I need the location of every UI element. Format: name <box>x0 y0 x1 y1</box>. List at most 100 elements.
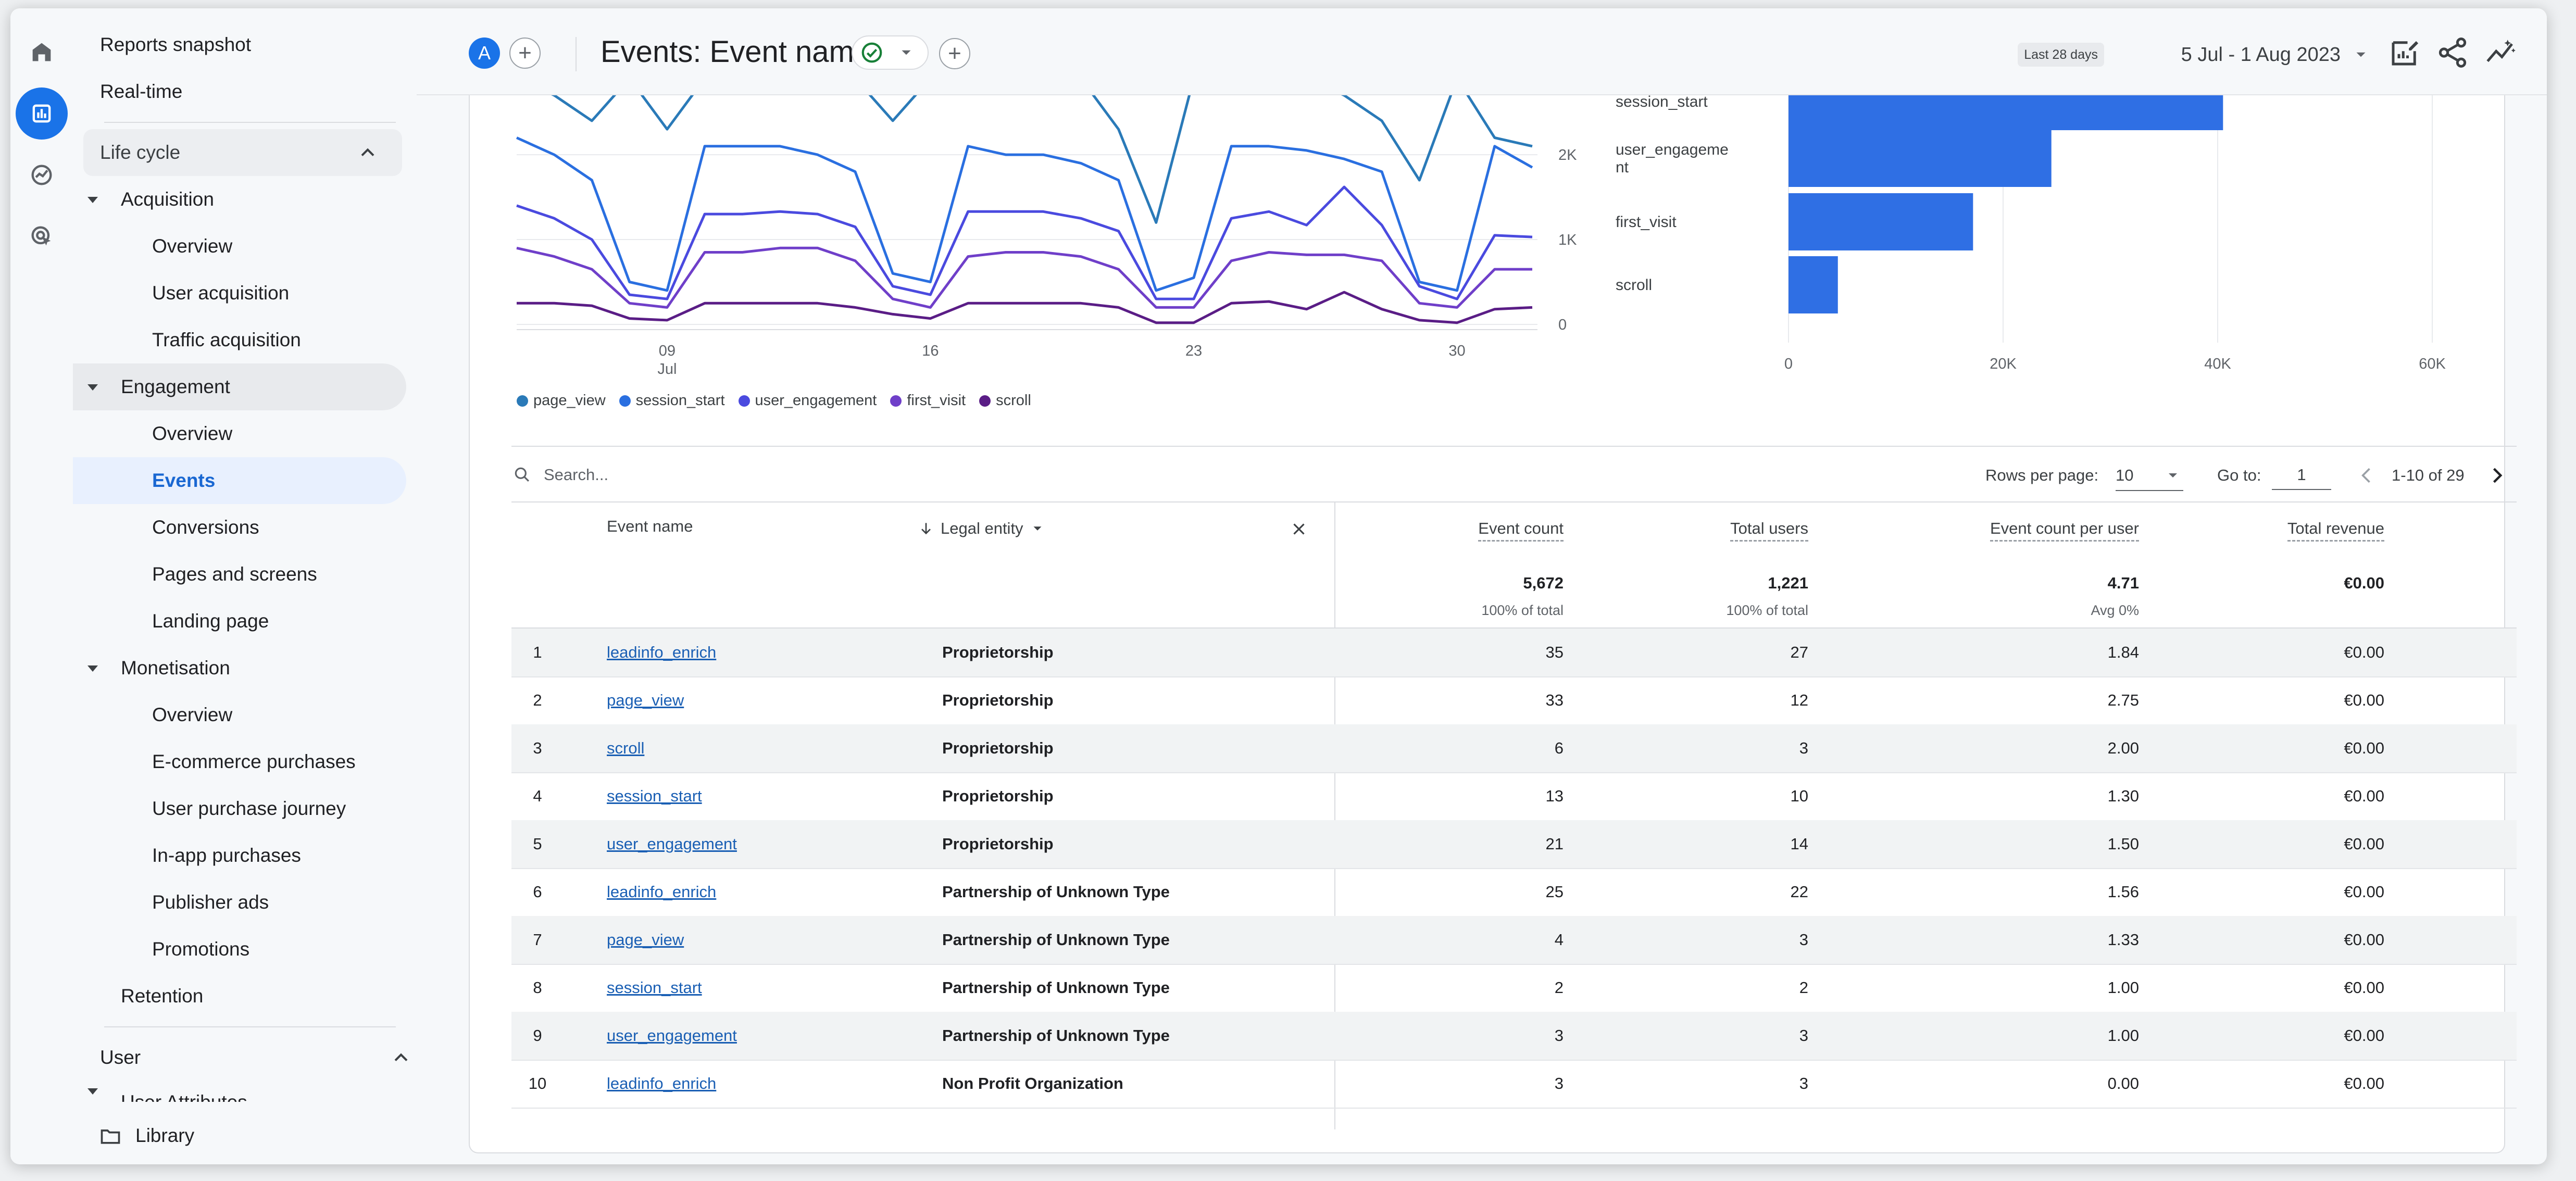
table-row[interactable]: 5 user_engagement Proprietorship 21 14 1.50 €0… <box>511 820 2517 869</box>
event-name-link[interactable]: scroll <box>607 739 645 757</box>
nav-conversions[interactable]: Conversions <box>152 517 259 538</box>
row-index: 1 <box>533 643 542 661</box>
goto-page-input[interactable] <box>2272 461 2331 490</box>
remove-dimension-icon[interactable] <box>1289 519 1309 539</box>
reports-button[interactable] <box>16 87 68 140</box>
nav-publisher-ads[interactable]: Publisher ads <box>152 891 269 913</box>
nav-user-acquisition[interactable]: User acquisition <box>152 282 290 304</box>
nav-pages-and-screens[interactable]: Pages and screens <box>152 563 317 585</box>
nav-engagement[interactable]: Engagement <box>73 363 406 410</box>
nav-user-attributes[interactable]: User Attributes <box>73 1081 417 1102</box>
home-button[interactable] <box>16 26 68 78</box>
nav-user-purchase-journey[interactable]: User purchase journey <box>152 798 346 819</box>
nav-reports-snapshot[interactable]: Reports snapshot <box>100 34 252 55</box>
nav-acquisition-overview[interactable]: Overview <box>152 235 233 257</box>
event-name-link[interactable]: user_engagement <box>607 835 737 853</box>
total-users-cell: 3 <box>1799 1026 1808 1045</box>
caret-down-icon <box>2356 52 2366 57</box>
nav-traffic-acquisition[interactable]: Traffic acquisition <box>152 329 301 350</box>
search-input[interactable] <box>543 460 1170 490</box>
event-name-link[interactable]: session_start <box>607 978 702 997</box>
event-name-link[interactable]: leadinfo_enrich <box>607 643 717 661</box>
total-event-count-per-user: 4.71 <box>2107 574 2139 592</box>
event-name-link[interactable]: page_view <box>607 691 684 709</box>
dimension-metric-divider <box>1334 502 1335 1129</box>
table-row[interactable]: 6 leadinfo_enrich Partnership of Unknown T… <box>511 868 2517 917</box>
chevron-left-icon[interactable] <box>2355 464 2378 487</box>
caret-down-icon <box>87 665 98 672</box>
advertising-button[interactable] <box>16 210 68 262</box>
rows-per-page-select[interactable]: 10 <box>2116 461 2183 491</box>
table-row[interactable]: 4 session_start Proprietorship 13 10 1.30 €0.0… <box>511 772 2517 821</box>
legal-entity-cell: Partnership of Unknown Type <box>942 883 1170 901</box>
header-event-count-per-user[interactable]: Event count per user <box>1990 519 2139 542</box>
customize-report-icon[interactable] <box>2387 35 2422 70</box>
add-filter-button[interactable]: + <box>939 38 970 69</box>
nav-real-time[interactable]: Real-time <box>100 81 183 102</box>
legend-item-first_visit[interactable]: first_visit <box>890 392 966 409</box>
bar-session_start[interactable] <box>1789 95 2223 130</box>
x-tick-month-label: Jul <box>657 361 677 378</box>
explore-button[interactable] <box>16 149 68 201</box>
nav-events[interactable]: Events <box>73 457 406 504</box>
legend-item-page_view[interactable]: page_view <box>517 392 606 409</box>
legend-dot <box>890 395 902 407</box>
nav-retention[interactable]: Retention <box>121 985 204 1007</box>
nav-library[interactable]: Library <box>73 1112 417 1159</box>
nav-section-user[interactable]: User <box>73 1034 417 1081</box>
nav-section-life-cycle[interactable]: Life cycle <box>83 129 402 176</box>
total-revenue-cell: €0.00 <box>2344 787 2384 805</box>
table-row[interactable]: 1 leadinfo_enrich Proprietorship 35 27 1.84 €0… <box>511 629 2517 677</box>
event-count-cell: 3 <box>1554 1026 1564 1045</box>
table-row[interactable]: 8 session_start Partnership of Unknown Typ… <box>511 964 2517 1013</box>
table-row[interactable]: 7 page_view Partnership of Unknown Type 4 3 1… <box>511 916 2517 965</box>
add-comparison-button[interactable]: + <box>509 37 541 69</box>
nav-acquisition[interactable]: Acquisition <box>73 176 417 223</box>
report-status-button[interactable] <box>852 35 929 70</box>
header-legal-entity[interactable]: Legal entity <box>918 519 1045 538</box>
table-toolbar: Rows per page: 10 Go to: 1-10 of 29 <box>511 449 2517 501</box>
legend-item-scroll[interactable]: scroll <box>979 392 1031 409</box>
legend-dot <box>738 395 750 407</box>
nav-landing-page[interactable]: Landing page <box>152 610 269 632</box>
comparison-avatar[interactable]: A <box>469 37 500 69</box>
legend-item-session_start[interactable]: session_start <box>619 392 725 409</box>
bar-first_visit[interactable] <box>1789 193 1973 250</box>
events-by-name-bar-chart: 0 20K 40K 60K session_start user_engageme ntfi… <box>1616 95 2446 372</box>
bar-scroll[interactable] <box>1789 256 1838 313</box>
legend-item-user_engagement[interactable]: user_engagement <box>738 392 877 409</box>
insights-icon[interactable] <box>2483 35 2518 70</box>
event-count-per-user-cell: 1.50 <box>2107 835 2139 853</box>
total-revenue-cell: €0.00 <box>2344 739 2384 757</box>
event-name-link[interactable]: user_engagement <box>607 1026 737 1045</box>
chevron-right-icon[interactable] <box>2485 464 2508 487</box>
nav-monetisation[interactable]: Monetisation <box>73 645 417 692</box>
nav-sidebar: Reports snapshot Real-time Life cycle Ac… <box>73 8 417 1164</box>
event-name-link[interactable]: leadinfo_enrich <box>607 1074 717 1092</box>
date-range-picker[interactable]: 5 Jul - 1 Aug 2023 <box>2181 37 2370 72</box>
share-icon[interactable] <box>2435 35 2470 70</box>
caret-down-icon <box>902 50 911 55</box>
nav-in-app-purchases[interactable]: In-app purchases <box>152 845 301 866</box>
nav-monetisation-overview[interactable]: Overview <box>152 704 233 725</box>
event-name-link[interactable]: page_view <box>607 931 684 949</box>
table-row[interactable]: 9 user_engagement Partnership of Unknown T… <box>511 1012 2517 1061</box>
table-row[interactable]: 3 scroll Proprietorship 6 3 2.00 €0.00 <box>511 724 2517 773</box>
event-count-per-user-cell: 0.00 <box>2107 1074 2139 1092</box>
series-line-first_visit <box>516 246 1532 309</box>
event-name-link[interactable]: session_start <box>607 787 702 805</box>
total-revenue-cell: €0.00 <box>2344 883 2384 901</box>
table-row[interactable]: 2 page_view Proprietorship 33 12 2.75 €0.00 <box>511 676 2517 725</box>
header-event-name[interactable]: Event name <box>607 517 693 535</box>
event-name-link[interactable]: leadinfo_enrich <box>607 883 717 901</box>
nav-engagement-overview[interactable]: Overview <box>152 423 233 444</box>
nav-promotions[interactable]: Promotions <box>152 938 250 960</box>
nav-ecommerce-purchases[interactable]: E-commerce purchases <box>152 751 356 772</box>
header-total-revenue[interactable]: Total revenue <box>2287 519 2384 542</box>
header-event-count[interactable]: Event count <box>1478 519 1564 542</box>
bar-user_engagement[interactable] <box>1789 130 2052 187</box>
header-total-users[interactable]: Total users <box>1730 519 1808 542</box>
goto-label: Go to: <box>2217 466 2261 484</box>
table-row[interactable]: 10 leadinfo_enrich Non Profit Organization… <box>511 1060 2517 1109</box>
total-event-count: 5,672 <box>1523 574 1564 592</box>
